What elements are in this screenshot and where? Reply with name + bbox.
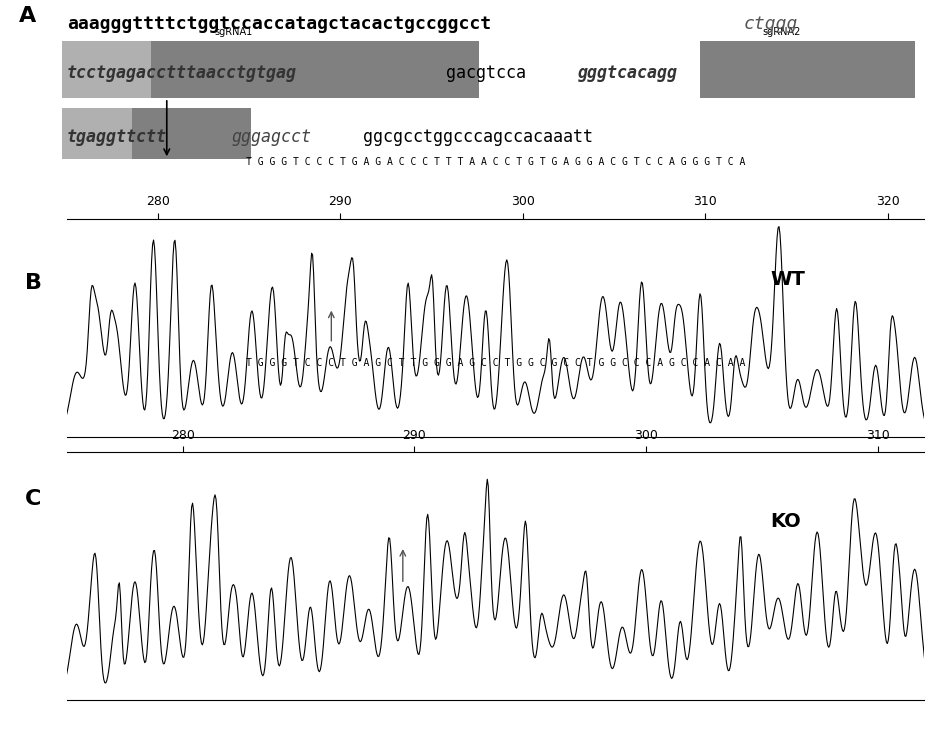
Text: ctggg: ctggg	[743, 15, 797, 34]
Text: T G G G T C C C T G A G A C C C T T T A A C C T G T G A G G A C G T C C A G G G : T G G G T C C C T G A G A C C C T T T A …	[246, 157, 744, 168]
FancyBboxPatch shape	[150, 41, 479, 98]
Text: KO: KO	[769, 512, 800, 531]
Text: gggtcacagg: gggtcacagg	[577, 64, 677, 82]
Text: ggcgcctggcccagccacaaatt: ggcgcctggcccagccacaaatt	[363, 128, 593, 146]
Text: gggagcct: gggagcct	[231, 128, 311, 146]
FancyBboxPatch shape	[62, 108, 133, 159]
Text: B: B	[25, 273, 42, 293]
Text: A: A	[19, 6, 36, 26]
Text: sgRNA2: sgRNA2	[762, 27, 800, 36]
Text: WT: WT	[769, 270, 804, 289]
Text: tgaggttctt: tgaggttctt	[67, 128, 167, 146]
Text: tcctgagacctttaacctgtgag: tcctgagacctttaacctgtgag	[67, 64, 296, 82]
FancyBboxPatch shape	[131, 108, 250, 159]
Text: C: C	[25, 489, 42, 509]
FancyBboxPatch shape	[62, 41, 152, 98]
Text: aaagggttttctggtccaccatagctacactgccggcct: aaagggttttctggtccaccatagctacactgccggcct	[67, 15, 490, 34]
Text: gacgtcca: gacgtcca	[446, 64, 526, 82]
Text: T G G G T C C C T G A G C T T G G G A G C C T G G C G C C T G G C C C A G C C A : T G G G T C C C T G A G C T T G G G A G …	[246, 358, 744, 368]
Text: sgRNA1: sgRNA1	[214, 27, 252, 36]
FancyBboxPatch shape	[700, 41, 914, 98]
